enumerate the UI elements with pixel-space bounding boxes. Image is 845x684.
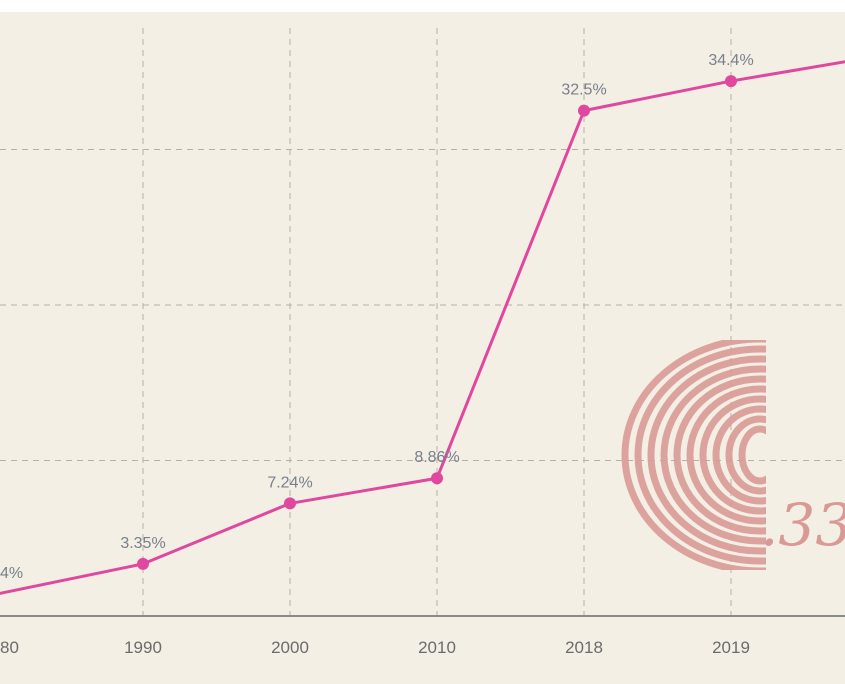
data-label: 4% [0,565,23,582]
grid-lines [0,28,845,616]
fingerprint-ridge [712,405,766,505]
fingerprint-ridge [634,345,766,565]
data-label: 8.86% [414,449,459,466]
watermark-text: .33 [760,491,845,559]
x-tick-label: 2000 [271,638,309,657]
data-point [431,472,443,485]
fingerprint-ridge [660,365,766,545]
data-label: 34.4% [708,52,753,69]
x-tick-label: 2019 [712,638,750,657]
x-tick-label: 1990 [124,638,162,657]
fingerprint-ridge [673,375,766,535]
x-tick-label: 2010 [418,638,456,657]
series-line [0,60,845,595]
data-point [137,557,149,570]
watermark-logo: .33 [621,340,845,570]
fingerprint-ridge [686,385,766,525]
data-label: 32.5% [561,82,606,99]
data-point [725,75,737,88]
fingerprint-icon [621,340,766,570]
fingerprint-ridge [621,340,766,570]
fingerprint-ridge [725,415,766,495]
x-tick-labels: 80 1990 2000 2010 2018 2019 [0,638,750,657]
data-points [137,75,737,570]
data-label: 7.24% [267,474,312,491]
data-point [578,104,590,117]
fingerprint-ridge [738,425,766,485]
x-tick-label: 80 [0,638,19,657]
x-tick-label: 2018 [565,638,603,657]
data-label: 3.35% [120,535,165,552]
fingerprint-ridge [647,355,766,555]
data-point [284,497,296,510]
data-labels: 4% 3.35% 7.24% 8.86% 32.5% 34.4% [0,52,754,582]
series-line-path [0,60,845,595]
fingerprint-ridge [699,395,766,515]
